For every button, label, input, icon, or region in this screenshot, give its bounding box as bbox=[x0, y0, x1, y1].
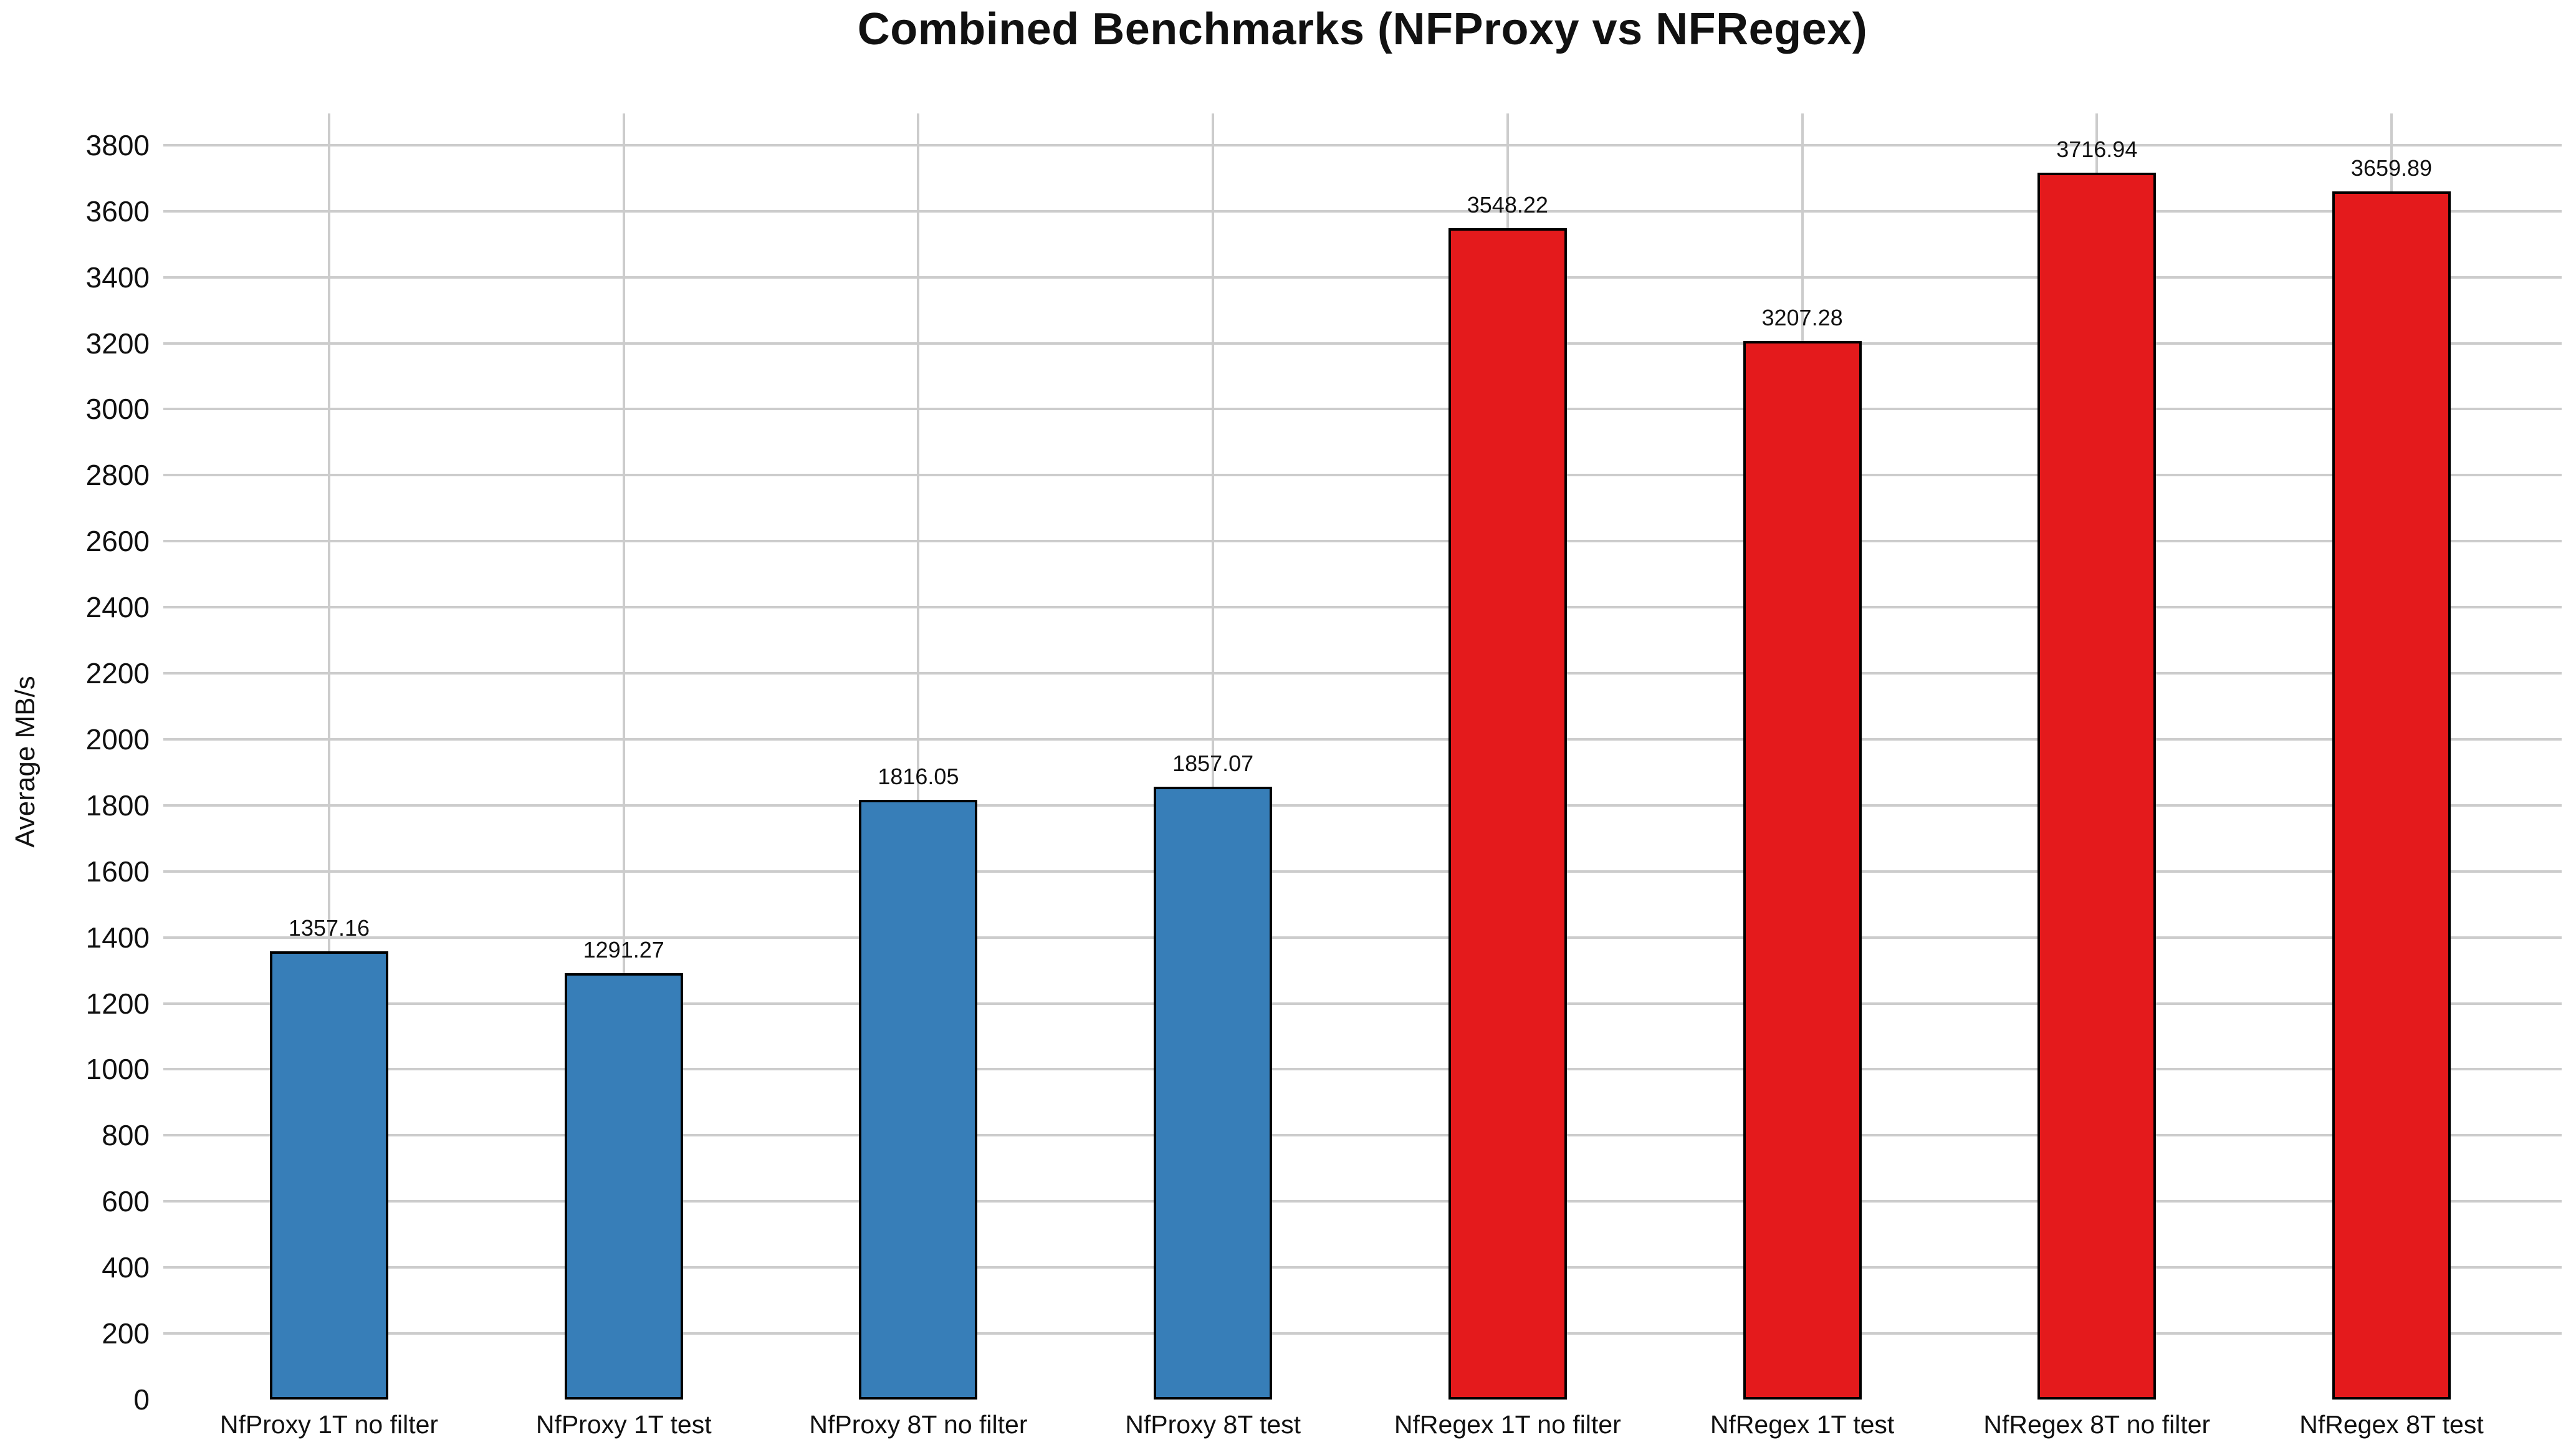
v-gridline bbox=[622, 113, 625, 1400]
y-tick-label: 1400 bbox=[85, 921, 150, 954]
x-tick-label: NfProxy 8T test bbox=[1125, 1410, 1301, 1439]
y-tick-label: 400 bbox=[102, 1251, 150, 1284]
bar-nfregex-8t-test bbox=[2332, 191, 2451, 1400]
h-gridline bbox=[163, 1134, 2562, 1137]
y-tick-label: 3000 bbox=[85, 393, 150, 426]
h-gridline bbox=[163, 143, 2562, 146]
bar-nfregex-1t-no-filter bbox=[1448, 228, 1567, 1400]
bar-nfproxy-8t-no-filter bbox=[859, 800, 978, 1400]
x-tick-label: NfProxy 1T test bbox=[535, 1410, 712, 1439]
chart-title: Combined Benchmarks (NFProxy vs NFRegex) bbox=[857, 4, 1868, 54]
x-tick-label: NfRegex 8T test bbox=[2299, 1410, 2484, 1439]
h-gridline bbox=[163, 804, 2562, 807]
bar-value-label: 1816.05 bbox=[878, 764, 959, 790]
y-tick-label: 3400 bbox=[85, 261, 150, 294]
x-tick-label: NfProxy 1T no filter bbox=[219, 1410, 439, 1439]
h-gridline bbox=[163, 737, 2562, 741]
h-gridline bbox=[163, 936, 2562, 939]
y-tick-label: 2400 bbox=[85, 591, 150, 624]
h-gridline bbox=[163, 1200, 2562, 1203]
bar-nfproxy-1t-no-filter bbox=[270, 951, 388, 1400]
v-gridline bbox=[328, 113, 330, 1400]
y-tick-label: 2200 bbox=[85, 657, 150, 690]
h-gridline bbox=[163, 1332, 2562, 1335]
y-tick-label: 800 bbox=[102, 1119, 150, 1152]
bar-value-label: 3716.94 bbox=[2056, 136, 2138, 162]
v-gridline bbox=[917, 113, 920, 1400]
bar-value-label: 3659.89 bbox=[2350, 155, 2433, 181]
bar-value-label: 3548.22 bbox=[1467, 192, 1548, 218]
h-gridline bbox=[163, 276, 2562, 279]
bar-value-label: 1857.07 bbox=[1172, 750, 1254, 776]
bar-nfproxy-8t-test bbox=[1154, 786, 1273, 1400]
h-gridline bbox=[163, 1002, 2562, 1005]
y-tick-label: 1600 bbox=[85, 855, 150, 888]
x-tick-label: NfProxy 8T no filter bbox=[809, 1410, 1028, 1439]
y-tick-label: 3200 bbox=[85, 327, 150, 360]
y-tick-label: 1800 bbox=[85, 789, 150, 822]
y-tick-label: 200 bbox=[102, 1317, 150, 1350]
h-gridline bbox=[163, 870, 2562, 873]
x-tick-label: NfRegex 1T test bbox=[1710, 1410, 1895, 1439]
y-tick-label: 1000 bbox=[85, 1053, 150, 1086]
h-gridline bbox=[163, 672, 2562, 675]
h-gridline bbox=[163, 474, 2562, 477]
x-tick-label: NfRegex 1T no filter bbox=[1394, 1410, 1621, 1439]
v-gridline bbox=[1212, 113, 1215, 1400]
h-gridline bbox=[163, 606, 2562, 609]
y-axis-label: Average MB/s bbox=[10, 676, 41, 848]
y-tick-label: 3600 bbox=[85, 194, 150, 228]
y-tick-label: 1200 bbox=[85, 987, 150, 1020]
y-tick-label: 2800 bbox=[85, 459, 150, 492]
y-tick-label: 0 bbox=[133, 1383, 150, 1416]
h-gridline bbox=[163, 408, 2562, 411]
bar-nfregex-8t-no-filter bbox=[2037, 172, 2157, 1400]
bar-value-label: 1357.16 bbox=[288, 915, 370, 941]
bar-value-label: 1291.27 bbox=[583, 937, 664, 963]
bar-nfproxy-1t-test bbox=[564, 973, 683, 1400]
h-gridline bbox=[163, 342, 2562, 345]
h-gridline bbox=[163, 1266, 2562, 1269]
h-gridline bbox=[163, 1068, 2562, 1071]
h-gridline bbox=[163, 540, 2562, 543]
y-tick-label: 3800 bbox=[85, 128, 150, 161]
y-tick-label: 2600 bbox=[85, 525, 150, 558]
bar-value-label: 3207.28 bbox=[1761, 304, 1843, 330]
h-gridline bbox=[163, 209, 2562, 213]
y-tick-label: 600 bbox=[102, 1185, 150, 1218]
bar-nfregex-1t-test bbox=[1743, 340, 1862, 1400]
x-tick-label: NfRegex 8T no filter bbox=[1983, 1410, 2211, 1439]
y-tick-label: 2000 bbox=[85, 723, 150, 756]
